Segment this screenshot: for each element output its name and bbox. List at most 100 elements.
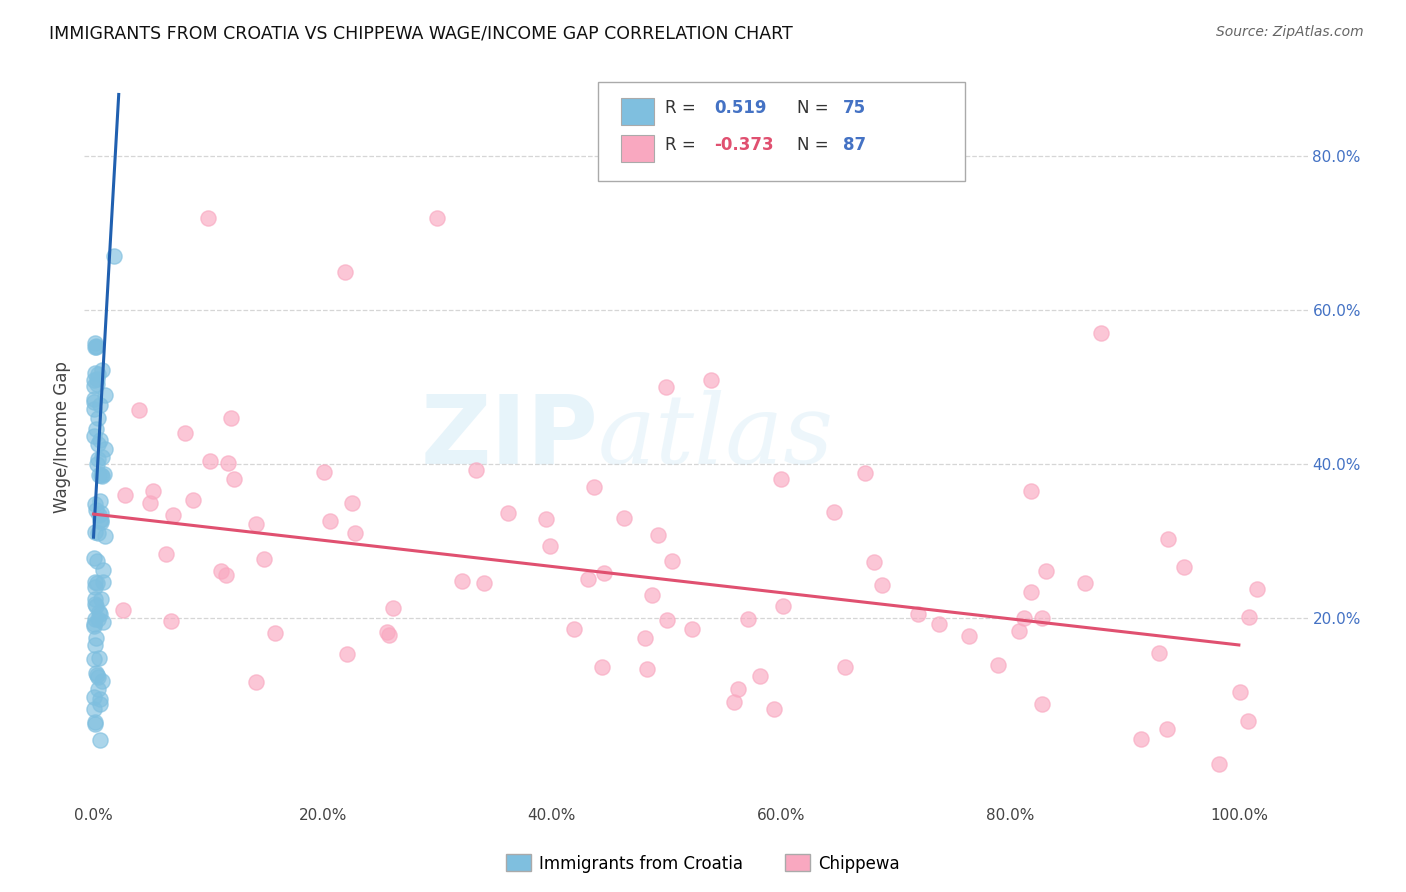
Point: [245, 517, 267, 532]
Point: [749, 669, 772, 683]
Point: [862, 555, 884, 569]
Point: [89, 691, 111, 706]
Point: [84, 340, 107, 354]
Point: [84, 592, 107, 607]
Point: [562, 622, 585, 636]
Text: Source: ZipAtlas.com: Source: ZipAtlas.com: [1216, 25, 1364, 39]
Point: [1035, 564, 1057, 578]
Point: [91, 563, 114, 577]
Point: [174, 426, 197, 441]
Point: [87, 437, 110, 451]
Point: [343, 525, 366, 540]
Point: [534, 512, 557, 526]
Point: [87, 411, 110, 425]
Point: [87, 508, 110, 523]
Point: [222, 472, 245, 486]
Text: 75: 75: [842, 99, 866, 117]
Point: [83, 574, 105, 589]
Point: [219, 410, 242, 425]
Point: [91, 615, 114, 630]
FancyBboxPatch shape: [621, 135, 654, 162]
Point: [91, 469, 114, 483]
Point: [89, 697, 111, 711]
Point: [86, 665, 108, 680]
FancyBboxPatch shape: [598, 82, 965, 181]
Point: [927, 617, 949, 632]
Point: [89, 605, 111, 619]
Point: [647, 528, 669, 542]
Point: [83, 392, 105, 406]
Point: [853, 466, 876, 480]
Point: [1021, 484, 1043, 499]
Point: [1173, 560, 1195, 574]
Point: [823, 505, 845, 519]
Text: atlas: atlas: [598, 390, 834, 484]
Point: [91, 574, 114, 589]
Point: [90, 515, 112, 529]
Point: [83, 395, 105, 409]
Point: [319, 515, 342, 529]
Point: [86, 554, 108, 568]
Text: 87: 87: [842, 136, 866, 153]
Point: [83, 341, 105, 355]
Point: [89, 651, 111, 665]
Point: [1237, 610, 1260, 624]
Point: [162, 508, 184, 522]
Point: [591, 660, 613, 674]
Point: [540, 539, 562, 553]
Point: [83, 702, 105, 716]
Point: [114, 488, 136, 502]
Point: [870, 578, 893, 592]
Point: [87, 670, 110, 684]
Point: [1156, 722, 1178, 736]
Point: [83, 580, 105, 594]
Point: [86, 377, 108, 392]
Point: [1090, 326, 1112, 340]
Point: [762, 702, 785, 716]
Point: [84, 716, 107, 731]
Point: [90, 591, 112, 606]
Point: [613, 511, 636, 525]
Point: [209, 564, 232, 578]
Text: 0.519: 0.519: [714, 99, 766, 117]
Point: [907, 607, 929, 621]
FancyBboxPatch shape: [621, 98, 654, 126]
Point: [84, 366, 107, 380]
Point: [84, 631, 107, 645]
Point: [84, 638, 107, 652]
Point: [84, 612, 107, 626]
Point: [86, 667, 108, 681]
Point: [93, 529, 115, 543]
Point: [1208, 757, 1230, 772]
Text: R =: R =: [665, 136, 696, 153]
Text: N =: N =: [797, 136, 830, 153]
Point: [159, 615, 181, 629]
Point: [1031, 698, 1053, 712]
Point: [1147, 646, 1170, 660]
Point: [84, 597, 107, 611]
Point: [86, 611, 108, 625]
Point: [83, 619, 105, 633]
Legend: Immigrants from Croatia, Chippewa: Immigrants from Croatia, Chippewa: [499, 847, 907, 880]
Point: [769, 472, 792, 486]
Point: [83, 373, 105, 387]
Point: [93, 387, 115, 401]
Point: [474, 576, 496, 591]
Point: [426, 211, 449, 225]
Point: [87, 452, 110, 467]
Point: [637, 662, 659, 676]
Point: [342, 495, 364, 509]
Point: [155, 547, 177, 561]
Point: [834, 660, 856, 674]
Point: [86, 457, 108, 471]
Point: [83, 551, 105, 566]
Point: [142, 483, 165, 498]
Point: [83, 402, 105, 417]
Point: [90, 507, 112, 521]
Point: [83, 378, 105, 392]
Point: [245, 674, 267, 689]
Point: [90, 468, 112, 483]
Point: [772, 599, 794, 614]
Point: [1130, 732, 1153, 747]
Point: [87, 681, 110, 696]
